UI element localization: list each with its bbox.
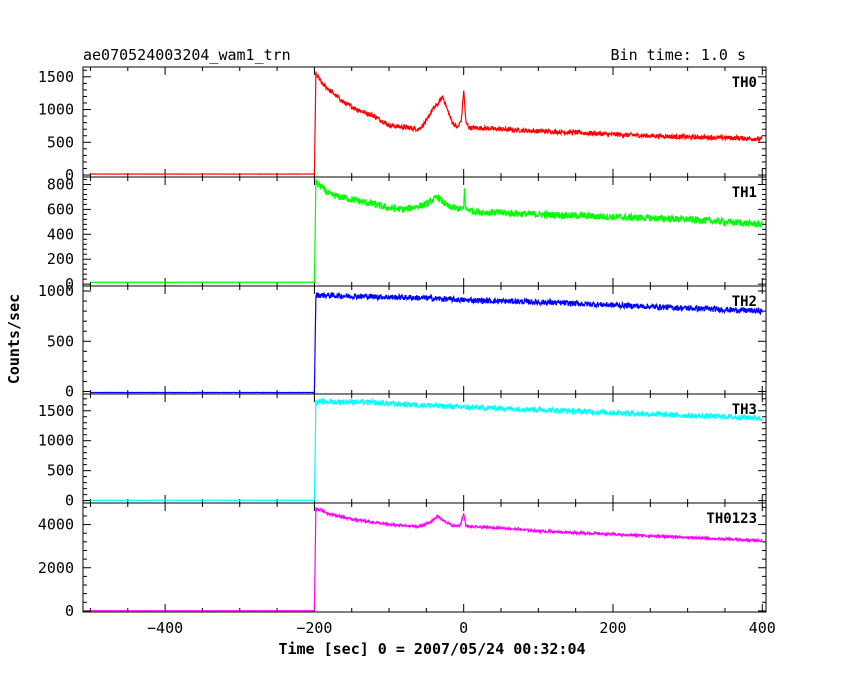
x-tick-label: −200 — [296, 619, 332, 637]
y-tick-label-th0: 0 — [65, 166, 74, 184]
y-tick-label-th2: 500 — [47, 332, 74, 350]
y-tick-label-th3: 1000 — [38, 432, 74, 450]
panel-frame-th3 — [82, 393, 767, 504]
series-line-th2 — [90, 291, 763, 394]
panel-label-th0123: TH0123 — [706, 511, 757, 527]
panel-label-th3: TH3 — [732, 402, 757, 418]
series-line-th0 — [90, 71, 763, 175]
y-tick-label-th1: 0 — [65, 275, 74, 293]
y-tick-label-th0123: 4000 — [38, 516, 74, 534]
y-tick-label-th2: 0 — [65, 382, 74, 400]
series-line-th3 — [90, 397, 763, 501]
bin-time-label: Bin time: 1.0 s — [611, 46, 746, 64]
y-tick-label-th3: 500 — [47, 462, 74, 480]
panel-frame-th1 — [82, 176, 767, 287]
panel-frame-th0123 — [82, 502, 767, 613]
y-tick-label-th3: 1500 — [38, 402, 74, 420]
chart-title: ae070524003204_wam1_trn — [83, 46, 291, 64]
y-tick-label-th0: 1000 — [38, 101, 74, 119]
panel-frame-th2 — [82, 285, 767, 395]
x-tick-label: 200 — [599, 619, 626, 637]
y-tick-label-th1: 200 — [47, 250, 74, 268]
x-axis-title: Time [sec] 0 = 2007/05/24 00:32:04 — [278, 640, 585, 658]
series-line-th0123 — [90, 506, 763, 612]
y-tick-label-th2: 1000 — [38, 282, 74, 300]
panel-label-th1: TH1 — [732, 185, 757, 201]
x-tick-label: 400 — [749, 619, 776, 637]
y-tick-label-th0: 1500 — [38, 68, 74, 86]
x-tick-label: 0 — [459, 619, 468, 637]
y-tick-label-th0123: 2000 — [38, 559, 74, 577]
y-tick-label-th1: 600 — [47, 200, 74, 218]
panel-label-th2: TH2 — [732, 294, 757, 310]
y-tick-label-th0123: 0 — [65, 602, 74, 620]
chart-panels: 0 500 1000 1500 TH0 0 200 400 600 800 TH1 0 500 1000 T… — [38, 66, 776, 637]
y-tick-label-th3: 0 — [65, 492, 74, 510]
y-tick-label-th1: 400 — [47, 225, 74, 243]
y-tick-label-th1: 800 — [47, 175, 74, 193]
series-line-th1 — [90, 178, 763, 284]
y-tick-label-th0: 500 — [47, 133, 74, 151]
y-axis-title: Counts/sec — [5, 294, 23, 384]
panel-label-th0: TH0 — [732, 75, 757, 91]
x-tick-label: −400 — [147, 619, 183, 637]
